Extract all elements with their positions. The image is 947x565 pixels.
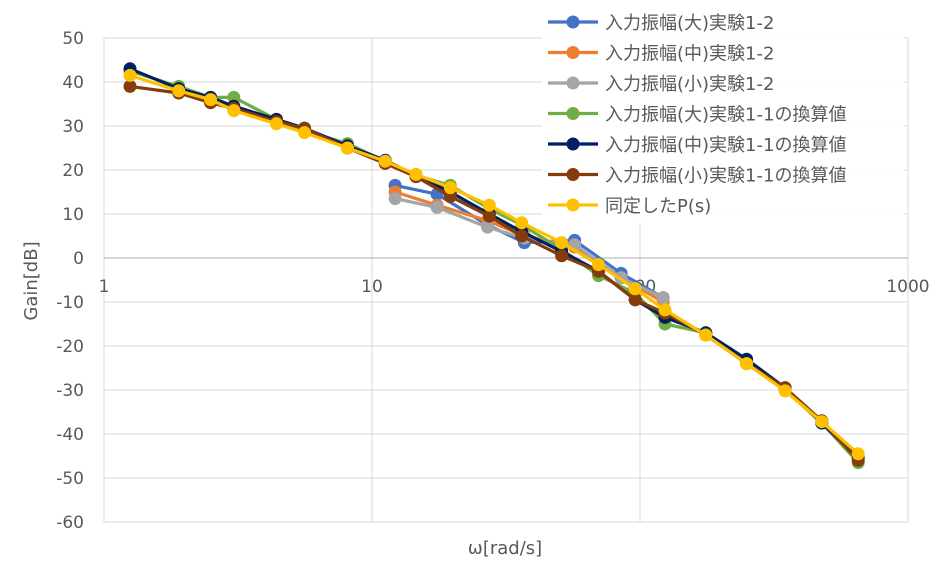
data-point: [269, 117, 283, 131]
legend-label: 入力振幅(中)実験1-1の換算値: [605, 135, 846, 156]
legend-marker: [566, 46, 580, 59]
legend: 入力振幅(大)実験1-2 入力振幅(中)実験1-2 入力振幅(小)実験1-2 入力振幅…: [542, 5, 904, 223]
y-tick-label: 20: [62, 161, 84, 181]
y-tick-label: -60: [56, 513, 84, 533]
data-point: [778, 384, 792, 398]
data-point: [388, 192, 402, 206]
data-point: [482, 209, 496, 223]
x-tick-label: 1: [99, 277, 110, 297]
legend-marker: [566, 198, 580, 212]
y-tick-label: -20: [56, 337, 84, 357]
legend-item: 入力振幅(小)実験1-2: [548, 74, 774, 95]
y-tick-label: 30: [62, 117, 84, 137]
series-group: [123, 62, 865, 470]
data-point: [481, 220, 495, 234]
legend-item: 入力振幅(大)実験1-1の換算値: [548, 105, 846, 126]
legend-item: 入力振幅(小)実験1-1の換算値: [548, 166, 846, 187]
x-tick-labels: 1101001000: [99, 277, 930, 297]
data-point: [656, 291, 670, 305]
y-tick-label: -10: [56, 293, 84, 313]
legend-item: 同定したP(s): [548, 196, 711, 217]
data-point: [592, 258, 605, 272]
x-axis-title: ω[rad/s]: [468, 538, 542, 559]
legend-marker: [566, 137, 580, 151]
legend-label: 入力振幅(小)実験1-2: [605, 74, 774, 95]
data-point: [204, 93, 218, 107]
x-tick-label: 1000: [886, 277, 929, 297]
data-point: [298, 126, 311, 140]
data-point: [430, 200, 444, 214]
data-point: [851, 447, 865, 461]
data-point: [123, 68, 137, 82]
data-point: [555, 249, 569, 263]
legend-marker: [566, 107, 580, 120]
y-tick-label: 40: [62, 73, 84, 93]
y-axis-title: Gain[dB]: [21, 241, 42, 320]
data-point: [515, 229, 529, 243]
y-tick-label: -40: [56, 425, 84, 445]
legend-marker: [566, 15, 580, 29]
y-tick-label: -30: [56, 381, 84, 401]
y-tick-label: 50: [62, 29, 84, 49]
legend-item: 入力振幅(中)実験1-2: [548, 44, 774, 65]
data-point: [658, 303, 672, 317]
legend-label: 入力振幅(大)実験1-1の換算値: [605, 105, 846, 126]
legend-label: 入力振幅(中)実験1-2: [605, 44, 774, 65]
legend-label: 同定したP(s): [605, 196, 711, 217]
data-point: [628, 293, 642, 307]
data-point: [378, 154, 392, 168]
data-point: [172, 84, 186, 98]
legend-marker: [566, 76, 580, 90]
y-tick-labels: 50 40 30 20 10 0 -10 -20 -30 -40 -50 -60: [56, 29, 84, 533]
data-point: [555, 236, 569, 250]
data-point: [443, 181, 457, 195]
y-tick-label: 10: [62, 205, 84, 225]
series-7: [123, 68, 865, 461]
legend-item: 入力振幅(大)実験1-2: [548, 13, 774, 34]
data-point: [740, 357, 754, 371]
legend-item: 入力振幅(中)実験1-1の換算値: [548, 135, 846, 156]
y-tick-label: 0: [73, 249, 84, 269]
data-point: [815, 415, 829, 429]
x-tick-label: 10: [361, 277, 383, 297]
data-point: [515, 216, 529, 230]
data-point: [123, 79, 137, 93]
data-point: [341, 141, 354, 155]
legend-label: 入力振幅(大)実験1-2: [605, 13, 774, 34]
legend-background: [542, 5, 904, 223]
data-point: [227, 104, 241, 118]
data-point: [699, 328, 713, 342]
data-point: [482, 198, 496, 212]
data-point: [409, 167, 423, 181]
legend-marker: [566, 168, 580, 181]
y-tick-label: -50: [56, 469, 84, 489]
data-point: [628, 282, 642, 296]
legend-label: 入力振幅(小)実験1-1の換算値: [605, 166, 846, 187]
